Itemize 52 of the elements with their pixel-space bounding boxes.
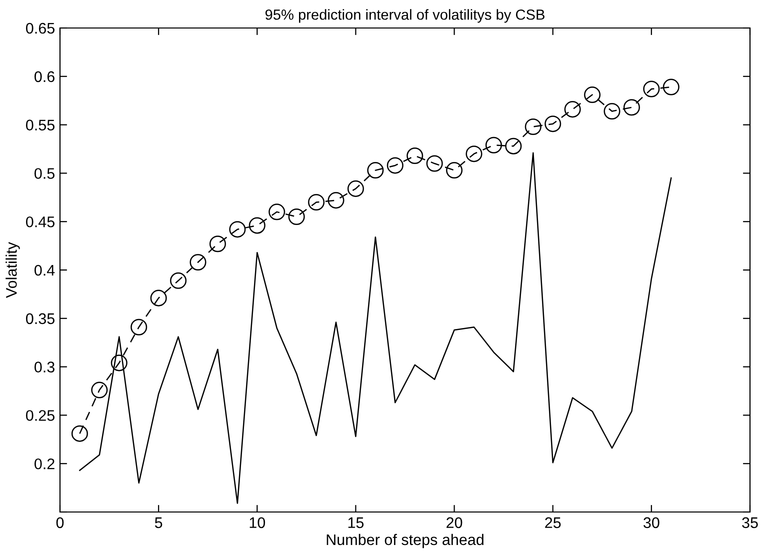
point [466,146,482,162]
point [347,180,364,197]
x-tick-label: 10 [250,517,266,528]
y-tick-label: 0.5 [34,168,54,179]
point [505,138,522,154]
point [130,318,148,336]
point [623,99,640,116]
point [71,425,88,442]
x-tick-label: 35 [742,517,758,528]
point [406,148,424,164]
y-tick-label: 0.3 [34,362,54,372]
point [308,194,325,211]
point [190,254,206,271]
point [248,217,266,234]
point [386,157,404,174]
y-tick-label: 0.6 [34,71,54,82]
point [426,155,443,172]
point [564,101,581,118]
point [544,116,562,132]
y-tick-label: 0.65 [26,22,54,34]
x-tick-label: 5 [154,517,162,528]
point [229,221,246,238]
x-tick-label: 15 [348,517,364,528]
x-axis-title: Number of steps ahead [326,534,484,548]
y-axis-title: Volatility [6,242,20,298]
y-tick-label: 0.2 [34,458,54,470]
y-tick-label: 0.25 [26,410,54,421]
point [91,382,108,398]
point [643,80,660,98]
point [328,192,344,209]
point [170,272,187,289]
y-tick-label: 0.55 [26,120,54,130]
x-tick-label: 30 [644,517,660,528]
chart-title: 95% prediction interval of volatilitys by CSB [265,9,544,23]
point [604,102,620,120]
point [288,208,305,226]
y-tick-label: 0.35 [26,313,54,324]
point [367,162,384,179]
x-tick-label: 20 [446,517,462,528]
point [110,354,128,372]
point [446,162,463,179]
point [485,136,502,154]
point [662,78,680,96]
point [524,118,542,135]
point [268,204,286,220]
x-tick-label: 0 [56,517,64,528]
y-tick-label: 0.4 [34,264,55,276]
point [150,290,167,306]
point [209,236,226,252]
point [584,86,601,104]
y-tick-label: 0.45 [26,216,54,228]
x-tick-label: 25 [545,517,561,528]
